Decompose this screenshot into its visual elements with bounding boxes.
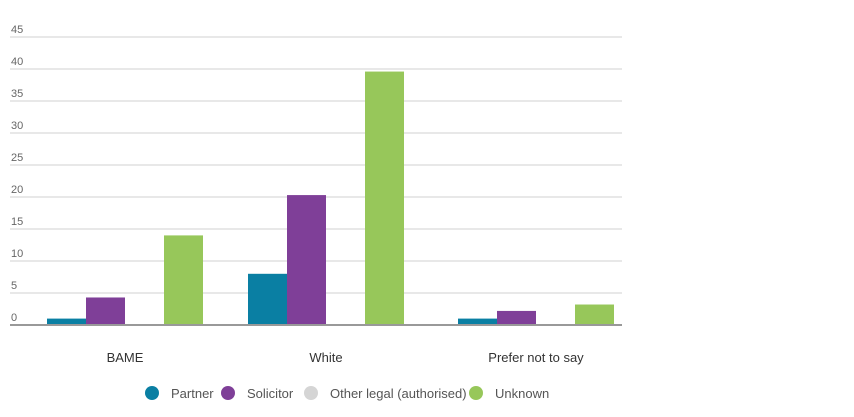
category-label: White: [309, 350, 342, 365]
legend-swatch-other-legal-authorised: [304, 386, 318, 400]
legend-label-solicitor: Solicitor: [247, 386, 294, 401]
y-tick-label: 5: [11, 280, 17, 292]
legend-label-unknown: Unknown: [495, 386, 549, 401]
legend-swatch-unknown: [469, 386, 483, 400]
bar-partner-bame: [47, 318, 86, 325]
legend-item-unknown[interactable]: Unknown: [469, 386, 549, 401]
y-tick-label: 0: [11, 312, 17, 324]
legend-item-partner[interactable]: Partner: [145, 386, 214, 401]
legend-swatch-partner: [145, 386, 159, 400]
legend-label-other-legal-authorised: Other legal (authorised): [330, 386, 467, 401]
y-tick-label: 40: [11, 56, 23, 68]
gridlines: [10, 36, 622, 294]
y-axis-ticks: 0 5 10 15 20 25 30 35 40 45: [11, 24, 23, 324]
y-tick-label: 45: [11, 24, 23, 36]
y-tick-label: 10: [11, 248, 23, 260]
legend-item-other-legal-authorised[interactable]: Other legal (authorised): [304, 386, 467, 401]
category-label: BAME: [107, 350, 144, 365]
category-label: Prefer not to say: [488, 350, 584, 365]
bar-solicitor-bame: [86, 297, 125, 325]
bar-unknown-bame: [164, 235, 203, 325]
legend-item-solicitor[interactable]: Solicitor: [221, 386, 294, 401]
y-tick-label: 15: [11, 216, 23, 228]
category-labels: BAME White Prefer not to say: [107, 350, 585, 365]
bar-solicitor-prefer-not-to-say: [497, 310, 536, 325]
legend-swatch-solicitor: [221, 386, 235, 400]
bar-unknown-white: [365, 71, 404, 325]
legend-label-partner: Partner: [171, 386, 214, 401]
bar-unknown-prefer-not-to-say: [575, 304, 614, 325]
y-tick-label: 35: [11, 88, 23, 100]
bar-partner-prefer-not-to-say: [458, 318, 497, 325]
y-tick-label: 20: [11, 184, 23, 196]
bars: [47, 71, 614, 325]
legend[interactable]: Partner Solicitor Other legal (authorised)…: [145, 386, 549, 401]
y-tick-label: 25: [11, 152, 23, 164]
y-tick-label: 30: [11, 120, 23, 132]
bar-solicitor-white: [287, 195, 326, 325]
bar-partner-white: [248, 273, 287, 325]
